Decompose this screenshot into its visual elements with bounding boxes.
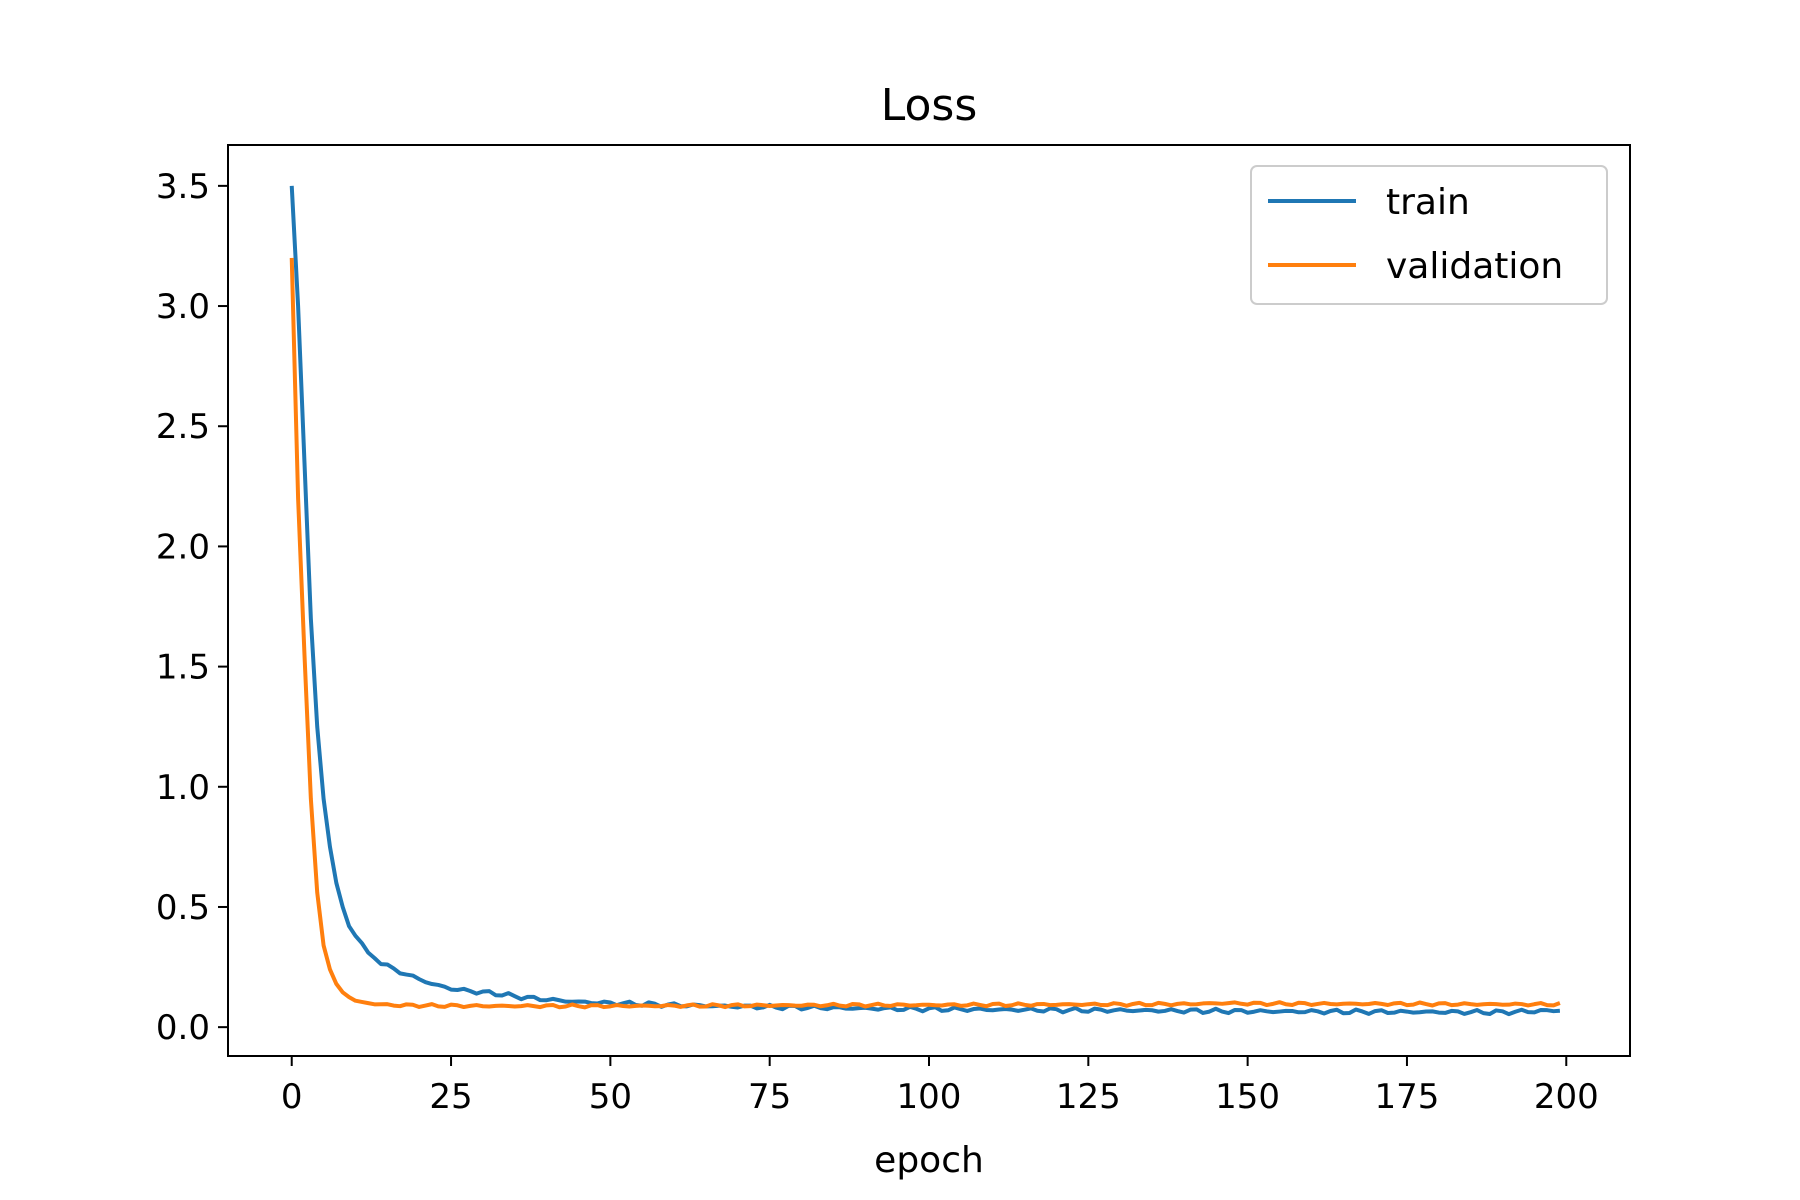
y-tick-label: 0.5	[156, 888, 210, 928]
y-tick-label: 1.0	[156, 768, 210, 808]
y-tick-label: 2.5	[156, 407, 210, 447]
series-layer	[289, 185, 1561, 1017]
x-tick-label: 50	[589, 1077, 632, 1117]
x-tick-label: 125	[1056, 1077, 1121, 1117]
plot-area	[289, 185, 1561, 1017]
x-axis-label: epoch	[874, 1140, 984, 1181]
legend: train validation	[1250, 165, 1608, 305]
x-tick-label: 150	[1215, 1077, 1280, 1117]
x-tick-label: 100	[897, 1077, 962, 1117]
chart-title: Loss	[881, 80, 978, 131]
y-axis: 0.0 0.5 1.0 1.5 2.0 2.5 3.0 3.5	[156, 167, 228, 1048]
legend-label-validation: validation	[1386, 246, 1563, 287]
y-tick-label: 0.0	[156, 1008, 210, 1048]
series-line-validation	[289, 257, 1561, 1010]
x-tick-label: 175	[1375, 1077, 1440, 1117]
y-tick-label: 3.0	[156, 287, 210, 327]
x-tick-label: 25	[429, 1077, 472, 1117]
y-tick-label: 1.5	[156, 648, 210, 688]
y-tick-label: 3.5	[156, 167, 210, 207]
x-tick-label: 0	[281, 1077, 303, 1117]
series-line-train	[289, 185, 1561, 1017]
x-axis: 0 25 50 75 100 125 150 175 200	[281, 1056, 1599, 1117]
x-tick-label: 75	[748, 1077, 791, 1117]
y-tick-label: 2.0	[156, 527, 210, 567]
x-tick-label: 200	[1534, 1077, 1599, 1117]
legend-label-train: train	[1386, 182, 1470, 223]
